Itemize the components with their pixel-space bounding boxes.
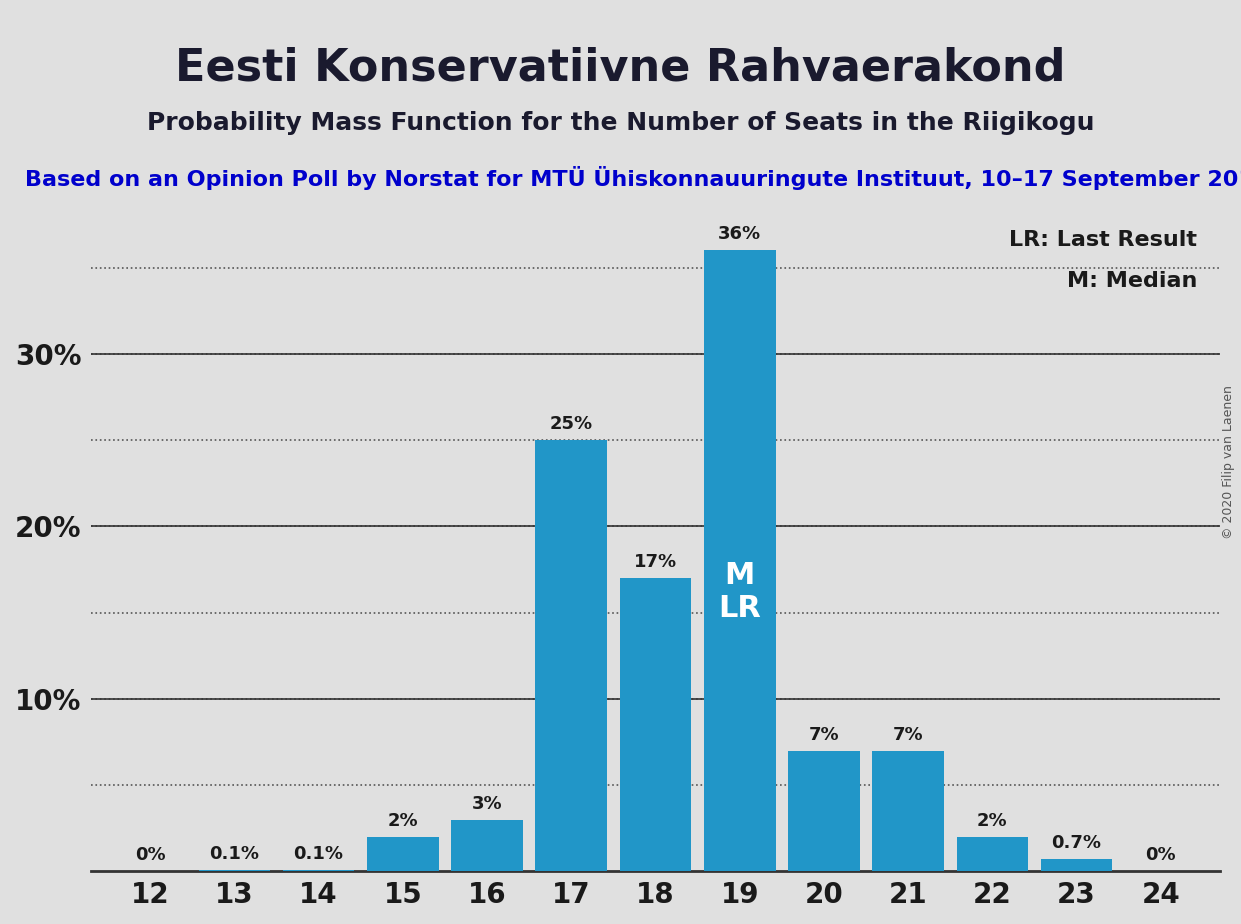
Bar [367,837,438,871]
Text: 0.1%: 0.1% [294,845,344,863]
Text: 2%: 2% [977,812,1008,830]
Text: M: Median: M: Median [1067,271,1198,291]
Text: 0%: 0% [135,846,165,864]
Bar [1041,859,1112,871]
Text: 0.7%: 0.7% [1051,834,1102,852]
Text: Based on an Opinion Poll by Norstat for MTÜ Ühiskonnauuringute Instituut, 10–17 : Based on an Opinion Poll by Norstat for … [25,166,1241,190]
Text: 7%: 7% [809,725,839,744]
Text: 2%: 2% [387,812,418,830]
Text: © 2020 Filip van Laenen: © 2020 Filip van Laenen [1222,385,1235,539]
Text: Eesti Konservatiivne Rahvaerakond: Eesti Konservatiivne Rahvaerakond [175,46,1066,90]
Bar [536,440,607,871]
Text: 25%: 25% [550,415,593,433]
Bar [619,578,691,871]
Text: M
LR: M LR [719,561,761,623]
Text: 7%: 7% [892,725,923,744]
Bar [452,820,522,871]
Text: 17%: 17% [634,553,678,571]
Bar [199,869,271,871]
Text: 3%: 3% [472,795,503,812]
Bar [704,250,776,871]
Bar [788,750,860,871]
Text: 0.1%: 0.1% [210,845,259,863]
Text: Probability Mass Function for the Number of Seats in the Riigikogu: Probability Mass Function for the Number… [146,111,1095,135]
Bar [872,750,944,871]
Text: 36%: 36% [719,225,761,243]
Text: LR: Last Result: LR: Last Result [1009,230,1198,249]
Bar [283,869,355,871]
Text: 0%: 0% [1145,846,1176,864]
Bar [957,837,1029,871]
